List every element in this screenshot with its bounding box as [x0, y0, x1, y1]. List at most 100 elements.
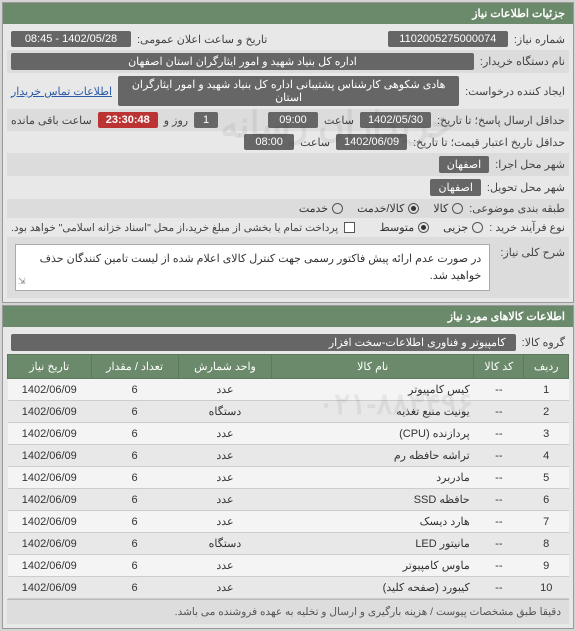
- goods-panel: اطلاعات کالاهای مورد نیاز ۰۲۱-۸۸۳۴۹۶ گرو…: [2, 305, 574, 629]
- table-cell: 6: [91, 533, 178, 555]
- col-qty: تعداد / مقدار: [91, 355, 178, 379]
- table-cell: --: [474, 555, 524, 577]
- radio-jozi[interactable]: [472, 222, 483, 233]
- valid-date: 1402/06/09: [336, 134, 407, 150]
- table-cell: 6: [524, 489, 569, 511]
- remain-time: 23:30:48: [98, 112, 158, 128]
- table-cell: کیبورد (صفحه کلید): [272, 577, 474, 599]
- radio-motavaset[interactable]: [418, 222, 429, 233]
- partial-pay-checkbox[interactable]: [344, 222, 355, 233]
- table-cell: 10: [524, 577, 569, 599]
- table-cell: مانیتور LED: [272, 533, 474, 555]
- row-valid: حداقل تاریخ اعتبار قیمت؛ تا تاریخ: 1402/…: [7, 131, 569, 153]
- table-cell: --: [474, 577, 524, 599]
- row-group: گروه کالا: کامپیوتر و فناوری اطلاعات-سخت…: [7, 331, 569, 354]
- announce-label: تاریخ و ساعت اعلان عمومی:: [137, 33, 267, 46]
- valid-time: 08:00: [244, 134, 294, 150]
- table-cell: عدد: [178, 511, 272, 533]
- row-budget: طبقه بندی موضوعی: کالا کالا/خدمت خدمت: [7, 199, 569, 218]
- table-cell: 6: [91, 423, 178, 445]
- table-cell: عدد: [178, 423, 272, 445]
- table-cell: 5: [524, 467, 569, 489]
- contact-link[interactable]: اطلاعات تماس خریدار: [11, 85, 112, 98]
- radio-kala-khedmat[interactable]: [408, 203, 419, 214]
- table-cell: پردازنده (CPU): [272, 423, 474, 445]
- table-cell: 1402/06/09: [8, 555, 92, 577]
- exec-city-label: شهر محل اجرا:: [495, 158, 565, 171]
- table-cell: کیس کامپیوتر: [272, 379, 474, 401]
- radio-kala[interactable]: [452, 203, 463, 214]
- row-creator: ایجاد کننده درخواست: هادی شکوهی کارشناس …: [7, 73, 569, 109]
- table-cell: 9: [524, 555, 569, 577]
- table-row[interactable]: 4--تراشه حافظه رمعدد61402/06/09: [8, 445, 569, 467]
- table-cell: عدد: [178, 445, 272, 467]
- col-code: کد کالا: [474, 355, 524, 379]
- table-cell: مادربرد: [272, 467, 474, 489]
- table-cell: --: [474, 445, 524, 467]
- col-name: نام کالا: [272, 355, 474, 379]
- table-row[interactable]: 10--کیبورد (صفحه کلید)عدد61402/06/09: [8, 577, 569, 599]
- table-cell: 3: [524, 423, 569, 445]
- table-cell: دستگاه: [178, 533, 272, 555]
- valid-label: حداقل تاریخ اعتبار قیمت؛ تا تاریخ:: [413, 136, 565, 149]
- table-cell: 6: [91, 401, 178, 423]
- row-buyer: نام دستگاه خریدار: اداره کل بنیاد شهید و…: [7, 50, 569, 73]
- table-cell: 1402/06/09: [8, 445, 92, 467]
- table-row[interactable]: 1--کیس کامپیوترعدد61402/06/09: [8, 379, 569, 401]
- table-cell: 6: [91, 511, 178, 533]
- table-cell: 1402/06/09: [8, 489, 92, 511]
- row-deadline: حداقل ارسال پاسخ؛ تا تاریخ: 1402/05/30 س…: [7, 109, 569, 131]
- deliv-city-label: شهر محل تحویل:: [487, 181, 565, 194]
- resize-icon[interactable]: ⇲: [18, 275, 26, 289]
- table-cell: --: [474, 379, 524, 401]
- main-panel: جزئیات اطلاعات نیاز خریداران رسانه شماره…: [2, 2, 574, 303]
- buyer-label: نام دستگاه خریدار:: [480, 55, 565, 68]
- table-cell: عدد: [178, 555, 272, 577]
- col-row: ردیف: [524, 355, 569, 379]
- goods-panel-title: اطلاعات کالاهای مورد نیاز: [3, 306, 573, 327]
- row-desc: شرح کلی نیاز: در صورت عدم ارائه پیش فاکت…: [7, 237, 569, 298]
- table-cell: 1402/06/09: [8, 423, 92, 445]
- table-cell: عدد: [178, 467, 272, 489]
- remain-days: 1: [194, 112, 218, 128]
- table-row[interactable]: 3--پردازنده (CPU)عدد61402/06/09: [8, 423, 569, 445]
- table-cell: عدد: [178, 577, 272, 599]
- process-radios: جزیی متوسط: [380, 221, 484, 234]
- table-cell: 1402/06/09: [8, 379, 92, 401]
- need-no-label: شماره نیاز:: [514, 33, 565, 46]
- creator-label: ایجاد کننده درخواست:: [465, 85, 565, 98]
- table-cell: تراشه حافظه رم: [272, 445, 474, 467]
- table-cell: عدد: [178, 379, 272, 401]
- table-cell: 6: [91, 445, 178, 467]
- table-cell: 1402/06/09: [8, 511, 92, 533]
- desc-text: در صورت عدم ارائه پیش فاکتور رسمی جهت کن…: [40, 253, 482, 282]
- table-cell: --: [474, 489, 524, 511]
- row-need-no: شماره نیاز: 1102005275000074 تاریخ و ساع…: [7, 28, 569, 50]
- col-date: تاریخ نیاز: [8, 355, 92, 379]
- need-no-value: 1102005275000074: [388, 31, 508, 47]
- budget-label: طبقه بندی موضوعی:: [469, 202, 565, 215]
- table-row[interactable]: 9--ماوس کامپیوترعدد61402/06/09: [8, 555, 569, 577]
- radio-khedmat[interactable]: [332, 203, 343, 214]
- table-row[interactable]: 7--هارد دیسکعدد61402/06/09: [8, 511, 569, 533]
- table-cell: حافظه SSD: [272, 489, 474, 511]
- table-cell: 6: [91, 489, 178, 511]
- panel-body: خریداران رسانه شماره نیاز: 1102005275000…: [3, 24, 573, 302]
- table-cell: یونیت منبع تغذیه: [272, 401, 474, 423]
- table-cell: --: [474, 401, 524, 423]
- panel-title: جزئیات اطلاعات نیاز: [3, 3, 573, 24]
- group-value: کامپیوتر و فناوری اطلاعات-سخت افزار: [11, 334, 516, 351]
- table-cell: 6: [91, 555, 178, 577]
- table-row[interactable]: 2--یونیت منبع تغذیهدستگاه61402/06/09: [8, 401, 569, 423]
- table-header-row: ردیف کد کالا نام کالا واحد شمارش تعداد /…: [8, 355, 569, 379]
- table-row[interactable]: 8--مانیتور LEDدستگاه61402/06/09: [8, 533, 569, 555]
- table-row[interactable]: 6--حافظه SSDعدد61402/06/09: [8, 489, 569, 511]
- table-cell: 1402/06/09: [8, 401, 92, 423]
- table-body: 1--کیس کامپیوترعدد61402/06/092--یونیت من…: [8, 379, 569, 599]
- announce-value: 1402/05/28 - 08:45: [11, 31, 131, 47]
- table-cell: دستگاه: [178, 401, 272, 423]
- row-exec-city: شهر محل اجرا: اصفهان: [7, 153, 569, 176]
- creator-value: هادی شکوهی کارشناس پشتیبانی اداره کل بنی…: [118, 76, 459, 106]
- table-cell: 1402/06/09: [8, 577, 92, 599]
- table-row[interactable]: 5--مادربردعدد61402/06/09: [8, 467, 569, 489]
